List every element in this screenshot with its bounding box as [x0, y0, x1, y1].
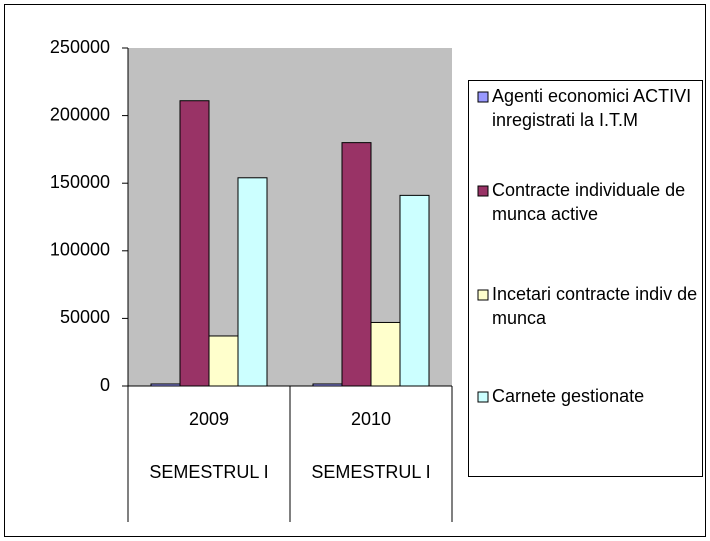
legend-swatch — [477, 391, 489, 403]
legend-label: Contracte individuale de munca active — [492, 180, 686, 224]
bar — [237, 177, 268, 387]
bar — [399, 194, 430, 387]
legend-swatch — [477, 91, 489, 103]
x-group-label: SEMESTRUL I — [311, 462, 431, 482]
legend-label: Agenti economici ACTIVI inregistrati la … — [492, 86, 692, 130]
y-tick-label: 100000 — [50, 240, 110, 260]
legend-swatch — [477, 185, 489, 197]
y-tick-label: 150000 — [50, 172, 110, 192]
x-tick-label: 2010 — [351, 409, 391, 429]
y-tick-label: 0 — [100, 375, 110, 395]
bar — [179, 100, 210, 387]
bar — [150, 383, 181, 387]
bar — [370, 321, 401, 387]
legend-swatch — [477, 289, 489, 301]
x-group-label: SEMESTRUL I — [149, 462, 269, 482]
y-tick-label: 200000 — [50, 104, 110, 124]
legend-label: Carnete gestionate — [492, 386, 645, 406]
y-tick-label: 50000 — [60, 307, 110, 327]
y-tick-label: 250000 — [50, 37, 110, 57]
x-tick-label: 2009 — [189, 409, 229, 429]
legend-box — [468, 80, 703, 477]
bar — [208, 335, 239, 387]
legend-label: Incetari contracte indiv de munca — [492, 284, 698, 328]
bar — [312, 383, 343, 387]
bar — [341, 142, 372, 387]
